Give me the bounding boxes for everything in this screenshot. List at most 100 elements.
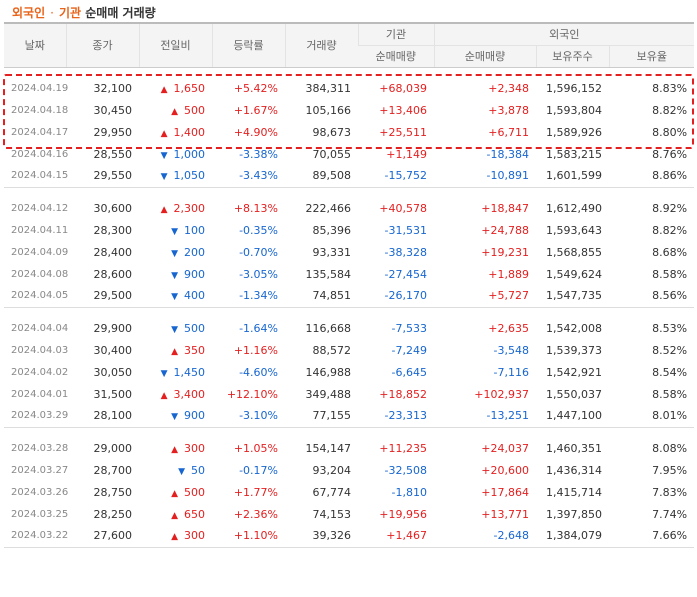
table-row: 2024.04.19 32,100 ▲ 1,650 +5.42% 384,311 +68,0… <box>4 77 694 99</box>
rate-cell: +12.10% <box>226 387 278 401</box>
close-cell: 28,600 <box>93 267 133 281</box>
change-cell: ▼ 50 <box>139 459 212 481</box>
holdings-cell: 1,436,314 <box>546 463 602 477</box>
ratio-cell: 8.92% <box>652 201 688 215</box>
up-triangle-icon: ▲ <box>171 488 178 499</box>
date-cell: 2024.04.05 <box>4 285 68 308</box>
change-cell: ▲ 1,400 <box>139 121 212 143</box>
rate-cell: -0.70% <box>239 245 278 259</box>
table-row: 2024.04.16 28,550 ▼ 1,000 -3.38% 70,055 +1,149… <box>4 143 694 165</box>
rate-cell: +5.42% <box>233 81 278 95</box>
title-separator: · <box>50 6 54 20</box>
inst-net-cell: -27,454 <box>384 267 427 281</box>
date-cell: 2024.04.01 <box>11 388 69 400</box>
down-triangle-icon: ▼ <box>171 248 178 259</box>
title-net-volume: 순매매 거래량 <box>85 6 156 20</box>
rate-cell: -3.10% <box>212 405 285 428</box>
inst-net-cell: -23,313 <box>358 405 434 428</box>
change-cell: ▼ 900 <box>139 405 212 428</box>
change-value: 1,050 <box>173 169 206 183</box>
col-header-rate: 등락률 <box>211 22 285 68</box>
change-value: 500 <box>184 485 205 499</box>
volume-cell: 135,584 <box>305 267 352 281</box>
ratio-cell: 8.58% <box>652 387 688 401</box>
change-value: 300 <box>184 529 205 543</box>
foreign-net-cell: +19,231 <box>481 245 529 259</box>
close-cell: 29,900 <box>93 321 133 335</box>
foreign-net-cell: -10,891 <box>434 165 536 188</box>
close-cell: 28,750 <box>93 485 133 499</box>
holdings-cell: 1,384,079 <box>536 525 609 548</box>
rate-cell: +4.90% <box>233 125 278 139</box>
rate-cell: -0.35% <box>239 223 278 237</box>
inst-net-cell: +1,149 <box>386 147 427 161</box>
table-row: 2024.04.11 28,300 ▼ 100 -0.35% 85,396 -31,531 +… <box>4 219 694 241</box>
ratio-cell: 8.76% <box>652 147 688 161</box>
volume-cell: 384,311 <box>305 81 352 95</box>
date-cell: 2024.04.15 <box>4 165 68 188</box>
foreign-net-cell: +6,711 <box>488 125 529 139</box>
rate-cell: -4.60% <box>239 365 278 379</box>
close-cell: 29,550 <box>66 165 139 188</box>
close-cell: 28,550 <box>93 147 133 161</box>
rate-cell: -0.17% <box>239 463 278 477</box>
change-cell: ▲ 650 <box>139 503 212 525</box>
foreign-net-cell: -2,648 <box>434 525 536 548</box>
close-cell: 30,450 <box>93 103 133 117</box>
change-cell: ▲ 1,650 <box>139 77 212 99</box>
foreign-net-cell: +18,847 <box>481 201 529 215</box>
table-row: 2024.04.01 31,500 ▲ 3,400 +12.10% 349,488 +18,… <box>4 383 694 405</box>
date-cell: 2024.03.27 <box>11 464 69 476</box>
col-header-change: 전일비 <box>138 22 212 68</box>
volume-cell: 98,673 <box>312 125 352 139</box>
ratio-cell: 7.74% <box>652 507 688 521</box>
col-header-ratio: 보유율 <box>608 45 695 68</box>
table-row: 2024.04.08 28,600 ▼ 900 -3.05% 135,584 -27,454… <box>4 263 694 285</box>
inst-net-cell: -31,531 <box>384 223 427 237</box>
ratio-cell: 8.54% <box>652 365 688 379</box>
close-cell: 28,100 <box>66 405 139 428</box>
change-value: 900 <box>184 267 205 281</box>
rate-cell: +1.77% <box>233 485 278 499</box>
change-value: 900 <box>184 409 205 423</box>
change-value: 2,300 <box>173 201 206 215</box>
holdings-cell: 1,568,855 <box>546 245 602 259</box>
foreign-net-cell: +102,937 <box>474 387 529 401</box>
ratio-cell: 8.83% <box>652 81 688 95</box>
holdings-cell: 1,601,599 <box>536 165 609 188</box>
change-value: 1,000 <box>173 147 206 161</box>
table-body: 2024.04.19 32,100 ▲ 1,650 +5.42% 384,311 +68,0… <box>4 67 695 548</box>
change-cell: ▲ 500 <box>139 99 212 121</box>
holdings-cell: 1,460,351 <box>546 441 602 455</box>
close-cell: 32,100 <box>93 81 133 95</box>
volume-cell: 85,396 <box>312 223 352 237</box>
close-cell: 29,950 <box>93 125 133 139</box>
holdings-cell: 1,549,624 <box>546 267 602 281</box>
change-cell: ▼ 1,050 <box>139 165 212 188</box>
rate-cell: -3.38% <box>239 147 278 161</box>
group-spacer <box>4 427 694 437</box>
foreign-net-cell: +2,635 <box>488 321 529 335</box>
date-cell: 2024.03.22 <box>4 525 68 548</box>
holdings-cell: 1,539,373 <box>546 343 602 357</box>
foreign-net-cell: +20,600 <box>481 463 529 477</box>
volume-cell: 105,166 <box>305 103 352 117</box>
foreign-net-cell: +13,771 <box>481 507 529 521</box>
down-triangle-icon: ▼ <box>171 270 178 281</box>
inst-net-cell: +11,235 <box>379 441 427 455</box>
foreign-net-cell: -18,384 <box>486 147 529 161</box>
volume-cell: 222,466 <box>305 201 352 215</box>
holdings-cell: 1,583,215 <box>546 147 602 161</box>
volume-cell: 39,326 <box>285 525 358 548</box>
ratio-cell: 8.82% <box>652 103 688 117</box>
date-cell: 2024.04.02 <box>11 366 69 378</box>
foreign-net-cell: -3,548 <box>493 343 529 357</box>
inst-net-cell: -6,645 <box>391 365 427 379</box>
foreign-net-cell: +5,727 <box>434 285 536 308</box>
table-row: 2024.04.18 30,450 ▲ 500 +1.67% 105,166 +13,406… <box>4 99 694 121</box>
foreign-net-cell: +3,878 <box>488 103 529 117</box>
ratio-cell: 8.80% <box>652 125 688 139</box>
date-cell: 2024.04.17 <box>11 126 69 138</box>
section-title: 외국인 · 기관 순매매 거래량 <box>12 4 156 20</box>
table-row: 2024.04.02 30,050 ▼ 1,450 -4.60% 146,988 -6,64… <box>4 361 694 383</box>
